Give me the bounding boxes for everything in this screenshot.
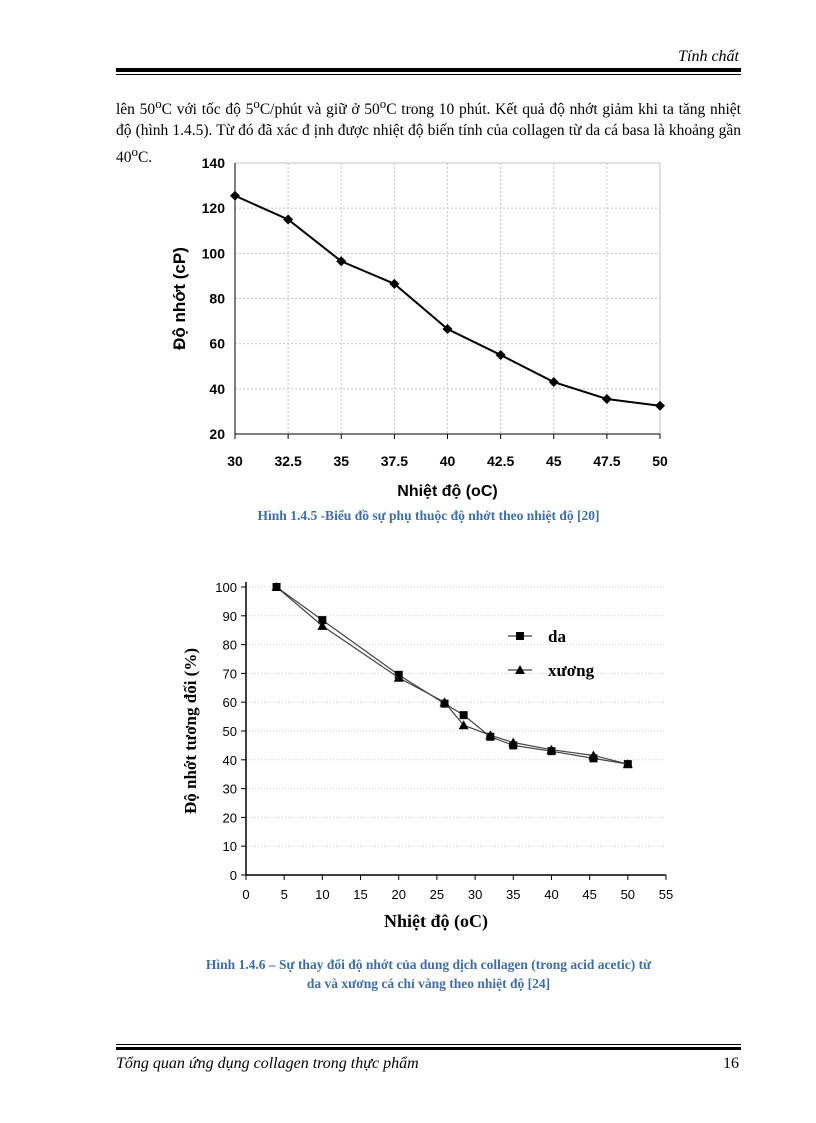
x-tick-label-45: 45 (546, 453, 562, 469)
x-tick-label-47.5: 47.5 (593, 453, 620, 469)
y-tick-label-20: 20 (223, 810, 237, 825)
y-tick-label-70: 70 (223, 666, 237, 681)
legend-label-xương: xương (548, 661, 595, 680)
x-tick-label-0: 0 (242, 887, 249, 902)
data-point-42.5 (495, 349, 506, 360)
y-tick-label-80: 80 (223, 638, 237, 653)
data-point-da-10 (318, 616, 327, 625)
series-line-xương (276, 586, 628, 765)
viscosity-chart: 20 40 60 80 100 120 140 30 32.5 35 37.5 40 42.5 45 47.… (170, 155, 668, 500)
data-point-35 (336, 256, 347, 267)
data-point-xương-40 (546, 744, 557, 754)
data-point-47.5 (601, 393, 612, 404)
x-tick-label-45: 45 (582, 887, 596, 902)
y-tick-label-50: 50 (223, 724, 237, 739)
series-line-da (276, 586, 628, 765)
y-tick-label-0: 0 (230, 868, 237, 883)
body-paragraph: lên 50oC với tốc độ 5oC/phút và giữ ở 50… (116, 96, 741, 167)
x-tick-label-15: 15 (353, 887, 367, 902)
x-tick-label-35: 35 (333, 453, 349, 469)
y-tick-label-90: 90 (223, 609, 237, 624)
y-tick-label-120: 120 (202, 200, 226, 216)
header-rule (116, 68, 741, 72)
data-point-xương-50 (622, 759, 633, 769)
x-axis-label: Nhiệt độ (oC) (384, 911, 488, 932)
y-tick-label-30: 30 (223, 782, 237, 797)
x-tick-label-25: 25 (430, 887, 444, 902)
x-tick-label-32.5: 32.5 (275, 453, 302, 469)
x-axis-label: Nhiệt độ (oC) (397, 483, 497, 500)
y-tick-label-60: 60 (209, 336, 225, 352)
y-axis-label: Độ nhớt (cP) (170, 247, 189, 350)
y-tick-label-140: 140 (202, 155, 226, 171)
x-tick-label-40: 40 (440, 453, 456, 469)
y-tick-label-80: 80 (209, 291, 225, 307)
data-point-xương-45.5 (588, 750, 599, 760)
x-tick-label-37.5: 37.5 (381, 453, 408, 469)
figure1-caption: Hình 1.4.5 -Biểu đồ sự phụ thuộc độ nhớt… (257, 508, 600, 523)
data-point-40 (442, 323, 453, 334)
legend-marker-xương (515, 665, 525, 674)
data-point-xương-10 (317, 620, 328, 630)
header-section-title: Tính chất (678, 48, 739, 65)
x-tick-label-55: 55 (659, 887, 673, 902)
x-tick-label-50: 50 (621, 887, 635, 902)
figure2-caption: Hình 1.4.6 – Sự thay đổi độ nhớt của dun… (205, 957, 652, 991)
footer-rule (116, 1047, 741, 1050)
footer-rule-thin (116, 1044, 741, 1045)
data-point-xương-20 (393, 672, 404, 682)
header-rule-thin (116, 74, 741, 75)
legend-marker-da (516, 632, 524, 640)
data-point-xương-4 (271, 582, 282, 591)
data-point-50 (655, 400, 665, 411)
page-number: 16 (723, 1055, 739, 1072)
y-tick-label-100: 100 (202, 245, 226, 261)
y-tick-label-40: 40 (223, 753, 237, 768)
footer-title: Tổng quan ứng dụng collagen trong thực p… (116, 1055, 419, 1072)
x-tick-label-10: 10 (315, 887, 329, 902)
y-tick-label-40: 40 (209, 381, 225, 397)
legend-label-da: da (548, 627, 566, 646)
y-tick-label-60: 60 (223, 695, 237, 710)
data-point-xương-35 (508, 737, 519, 747)
y-axis-label: Độ nhớt tương đối (%) (181, 648, 200, 814)
data-point-da-28.5 (459, 711, 468, 720)
x-tick-label-50: 50 (652, 453, 668, 469)
x-tick-label-5: 5 (281, 887, 288, 902)
y-tick-label-20: 20 (209, 426, 225, 442)
x-tick-label-35: 35 (506, 887, 520, 902)
x-tick-label-30: 30 (227, 453, 243, 469)
data-point-37.5 (389, 278, 400, 289)
data-point-xương-26 (439, 697, 450, 707)
x-tick-label-30: 30 (468, 887, 482, 902)
data-point-32.5 (283, 214, 294, 225)
data-point-xương-32 (485, 730, 496, 740)
y-tick-label-100: 100 (215, 580, 237, 595)
x-tick-label-40: 40 (544, 887, 558, 902)
relative-viscosity-chart: 0 10 20 30 40 50 60 70 80 90 100 0 5 10 15 20 25 30 35 40 45… (181, 580, 673, 932)
data-point-xương-28.5 (458, 720, 469, 730)
data-point-30 (230, 190, 240, 201)
x-tick-label-42.5: 42.5 (487, 453, 514, 469)
x-tick-label-20: 20 (391, 887, 405, 902)
data-point-45 (548, 377, 559, 388)
y-tick-label-10: 10 (223, 839, 237, 854)
